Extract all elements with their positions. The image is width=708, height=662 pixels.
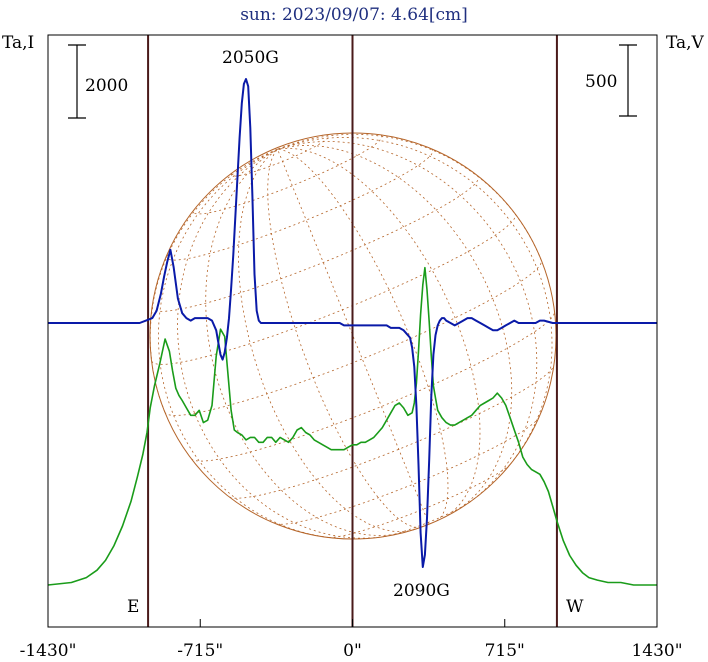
series-layer — [47, 78, 657, 586]
west-label: W — [566, 597, 584, 617]
left-scale-bar — [68, 44, 86, 119]
longitude-line — [277, 136, 553, 473]
annotation-2090g: 2090G — [393, 581, 450, 601]
annotation-2050g: 2050G — [222, 48, 279, 68]
longitude-line — [177, 148, 385, 539]
left-axis-label: Ta,I — [2, 33, 34, 53]
latitude-line — [192, 134, 383, 215]
limb-lines — [147, 35, 558, 627]
longitude-line — [277, 147, 481, 519]
left-scale-label: 2000 — [85, 76, 128, 96]
latitude-line — [191, 312, 555, 462]
x-tick-label: -715" — [177, 641, 223, 661]
longitude-line — [205, 148, 401, 536]
latitude-line — [164, 259, 542, 416]
right-scale-label: 500 — [585, 72, 617, 92]
latitude-line — [229, 365, 555, 499]
longitude-line — [277, 148, 449, 522]
longitude-line — [157, 148, 339, 539]
chart-title: sun: 2023/09/07: 4.64[cm] — [240, 5, 468, 25]
right-scale-bar — [619, 44, 637, 117]
east-label: E — [127, 597, 139, 617]
x-axis-ticks: -1430" -715" 0" 715" 1430" — [20, 619, 683, 661]
x-tick-label: -1430" — [20, 641, 77, 661]
right-axis-label: Ta,V — [666, 33, 705, 53]
latitude-line — [328, 463, 511, 538]
polarization-series-line — [48, 78, 657, 568]
x-tick-label: 715" — [485, 641, 525, 661]
longitude-line — [238, 148, 415, 533]
intensity-series-line — [47, 266, 657, 586]
longitude-line — [277, 141, 538, 503]
x-tick-label: 1430" — [631, 641, 682, 661]
latitude-line — [151, 175, 479, 312]
x-tick-label: 0" — [343, 641, 362, 661]
longitude-line — [267, 148, 422, 528]
